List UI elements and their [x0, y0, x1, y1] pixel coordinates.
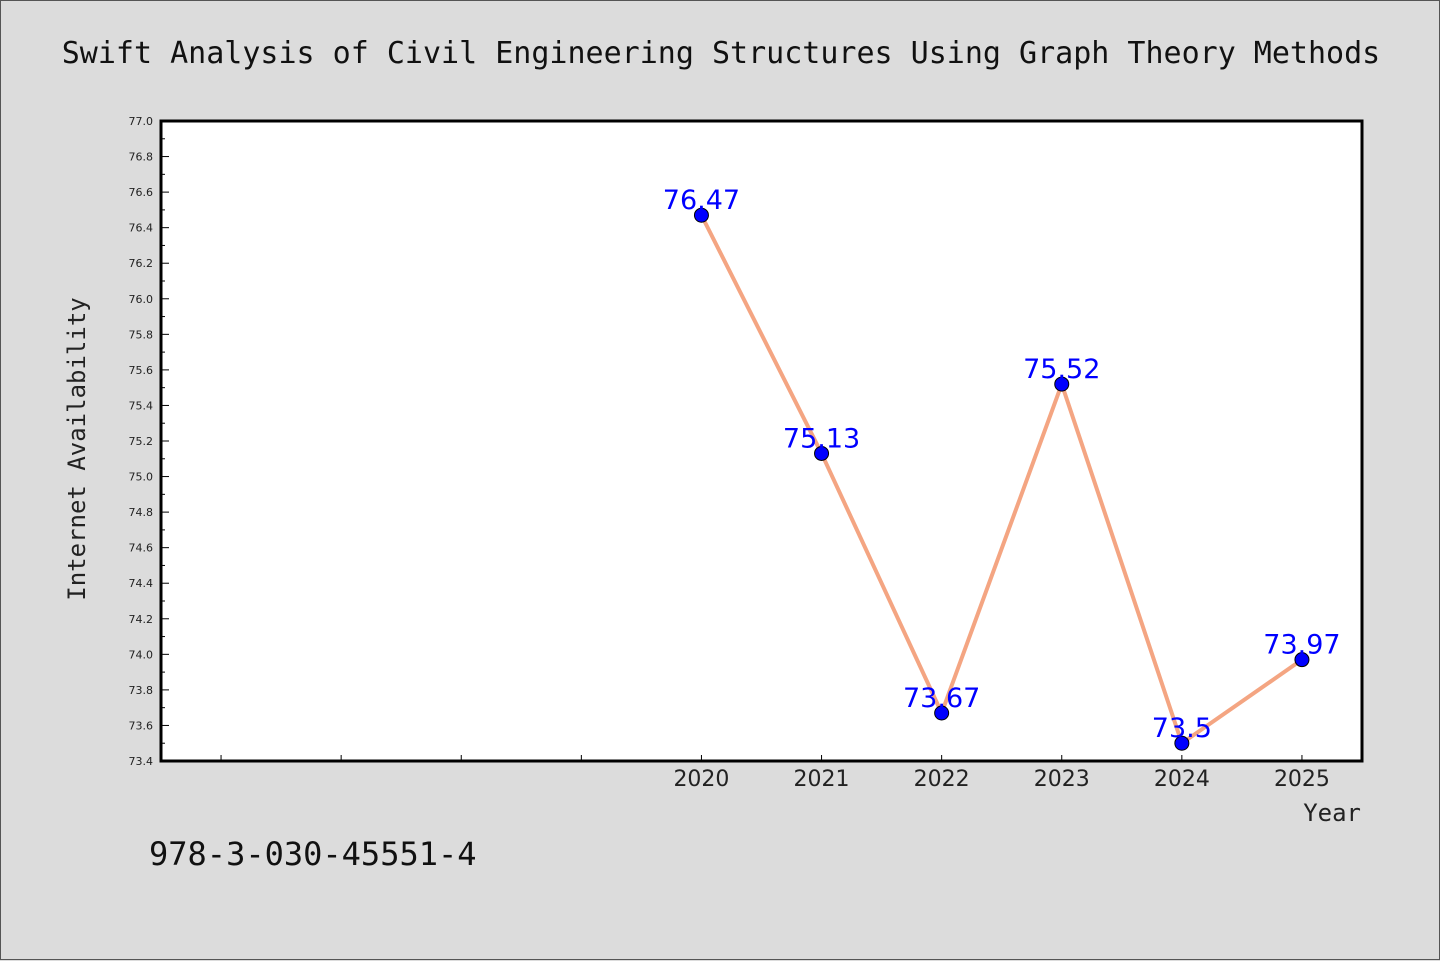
- y-tick-label: 76.4: [129, 222, 154, 235]
- y-tick-label: 77.0: [129, 115, 154, 128]
- y-axis-ticks: 73.4 73.6 73.8 74.0 74.2 74.4 74.6 74.8 75.0 75.2…: [129, 115, 169, 768]
- plot-area: [161, 121, 1362, 761]
- x-tick-label: 2023: [1034, 767, 1090, 792]
- data-label: 75.52: [1023, 354, 1100, 385]
- data-point: [934, 705, 950, 721]
- y-tick-label: 75.0: [129, 471, 154, 484]
- y-tick-label: 73.4: [129, 755, 154, 768]
- x-tick-label: 2021: [794, 767, 850, 792]
- x-axis-label: Year: [1303, 799, 1361, 827]
- y-tick-label: 74.0: [129, 648, 154, 661]
- data-label: 73.67: [903, 683, 980, 714]
- y-tick-label: 75.2: [129, 435, 154, 448]
- y-tick-label: 76.8: [129, 151, 154, 164]
- x-tick-label: 2022: [914, 767, 970, 792]
- y-tick-label: 76.6: [129, 186, 154, 199]
- y-tick-label: 73.8: [129, 684, 154, 697]
- y-tick-label: 75.8: [129, 328, 154, 341]
- data-label: 76.47: [663, 185, 740, 216]
- y-tick-label: 74.8: [129, 506, 154, 519]
- y-tick-label: 75.4: [129, 399, 154, 412]
- data-point: [1174, 735, 1190, 751]
- data-label: 73.5: [1152, 713, 1212, 744]
- plot-frame: [159, 119, 1364, 763]
- x-axis-ticks: 2020 2021 2022 2023 2024 2025: [220, 755, 1330, 792]
- y-tick-label: 73.6: [129, 719, 154, 732]
- data-label: 75.13: [783, 423, 860, 454]
- y-tick-label: 74.4: [129, 577, 154, 590]
- series-line: [699, 214, 1304, 746]
- isbn-text: 978-3-030-45551-4: [149, 835, 477, 873]
- x-tick-label: 2025: [1274, 767, 1330, 792]
- x-tick-label: 2020: [673, 767, 729, 792]
- data-labels: 76.47 75.13 73.67 75.52 73.5 73.97: [663, 185, 1341, 744]
- data-point: [693, 207, 709, 223]
- chart-title: Swift Analysis of Civil Engineering Stru…: [62, 36, 1381, 71]
- y-tick-label: 74.2: [129, 613, 154, 626]
- data-point: [1294, 652, 1310, 668]
- y-tick-label: 75.6: [129, 364, 154, 377]
- data-point: [814, 445, 830, 461]
- y-tick-label: 74.6: [129, 542, 154, 555]
- data-point: [1054, 376, 1070, 392]
- x-tick-label: 2024: [1154, 767, 1210, 792]
- y-axis-label: Internet Availability: [63, 297, 91, 600]
- series-group: [693, 207, 1310, 751]
- y-tick-label: 76.2: [129, 257, 154, 270]
- y-tick-label: 76.0: [129, 293, 154, 306]
- data-label: 73.97: [1263, 630, 1340, 661]
